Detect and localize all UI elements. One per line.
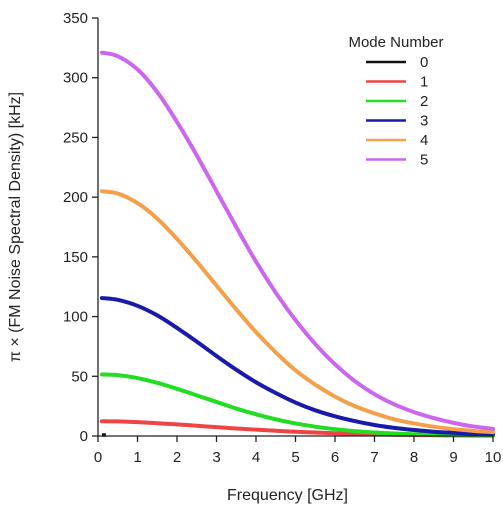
legend-title: Mode Number (348, 34, 443, 51)
y-tick-label: 300 (63, 70, 88, 87)
y-tick-label: 50 (71, 368, 88, 385)
legend: Mode Number 0 1 2 3 4 5 (348, 34, 443, 169)
x-tick-label: 10 (485, 449, 502, 466)
y-axis-title: π × (FM Noise Spectral Density) [kHz] (7, 92, 24, 362)
y-tick-label: 150 (63, 249, 88, 266)
legend-label-mode-4: 4 (420, 132, 428, 149)
legend-label-mode-1: 1 (420, 74, 428, 91)
series-line-mode-5 (99, 50, 495, 431)
x-tick-label: 3 (212, 449, 220, 466)
x-tick-label: 1 (133, 449, 141, 466)
legend-label-mode-3: 3 (420, 113, 428, 130)
x-tick-label: 7 (370, 449, 378, 466)
y-tick-label: 350 (63, 10, 88, 27)
series-line-mode-2 (99, 372, 495, 438)
x-tick-label: 6 (331, 449, 339, 466)
legend-label-mode-0: 0 (420, 54, 428, 71)
x-tick-label: 2 (173, 449, 181, 466)
y-tick-label: 0 (80, 428, 88, 445)
legend-label-mode-2: 2 (420, 93, 428, 110)
x-axis-title: Frequency [GHz] (227, 487, 348, 504)
series-line-mode-4 (99, 189, 495, 435)
x-tick-label: 5 (291, 449, 299, 466)
x-tick-label: 9 (449, 449, 457, 466)
x-tick-label: 0 (94, 449, 102, 466)
x-tick-label: 4 (252, 449, 260, 466)
y-tick-label: 200 (63, 189, 88, 206)
series-line-mode-3 (99, 296, 495, 437)
y-tick-label: 250 (63, 129, 88, 146)
x-tick-label: 8 (410, 449, 418, 466)
series-layer (99, 50, 495, 438)
y-tick-label: 100 (63, 309, 88, 326)
legend-label-mode-5: 5 (420, 152, 428, 169)
